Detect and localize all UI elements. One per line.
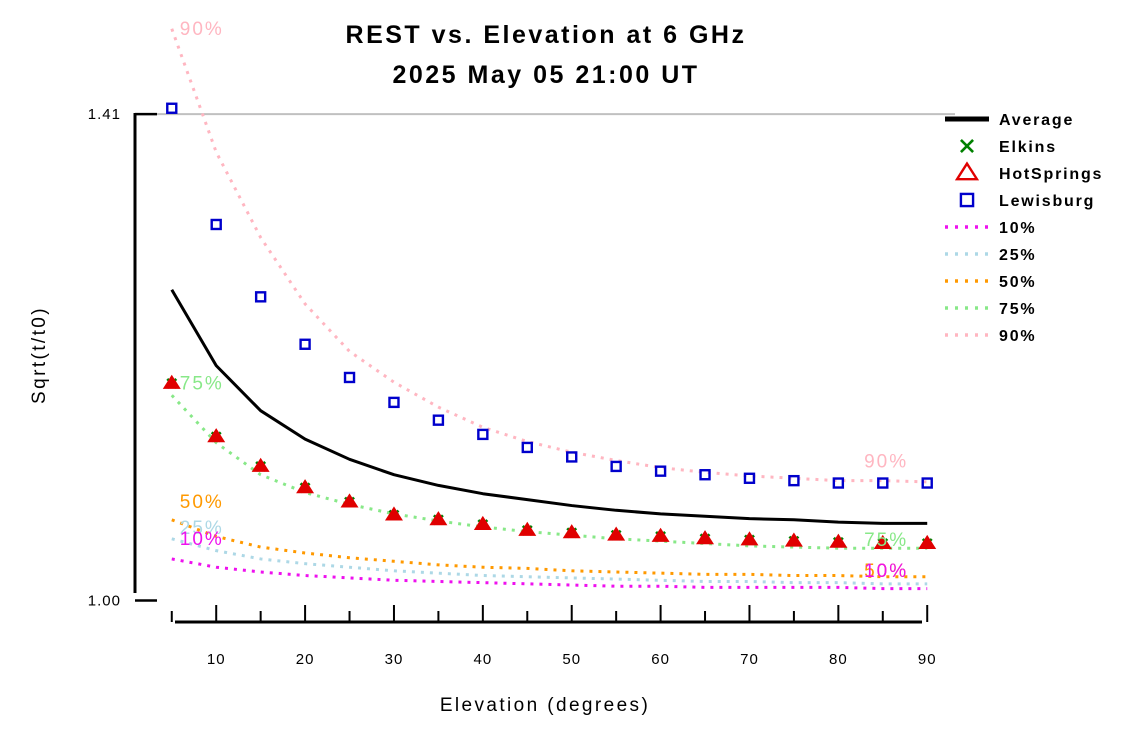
data-point-hotsprings	[429, 511, 448, 526]
data-point-lewisburg	[210, 218, 222, 231]
legend-label: HotSprings	[999, 166, 1103, 183]
data-point-lewisburg	[566, 451, 578, 463]
x-tick-label: 40	[473, 651, 492, 668]
data-point-lewisburg	[299, 338, 311, 350]
data-point-lewisburg	[654, 465, 667, 477]
data-point-lewisburg	[343, 371, 356, 384]
data-point-lewisburg	[432, 414, 445, 426]
annotation-layer: 90%75%50%25%10%90%75%50%10%	[180, 19, 908, 582]
data-point-lewisburg	[788, 474, 800, 487]
legend-label: 10%	[999, 220, 1036, 237]
data-point-lewisburg	[610, 460, 622, 473]
legend-entry-25pct: 25%	[945, 247, 1036, 264]
annotation-90pct: 90%	[864, 452, 908, 473]
series-layer	[162, 28, 937, 591]
annotation-25pct: 25%	[180, 518, 224, 539]
legend-swatch	[959, 192, 975, 208]
chart-title: REST vs. Elevation at 6 GHz	[346, 21, 747, 49]
series-line-average	[170, 288, 928, 525]
data-point-lewisburg	[699, 469, 711, 481]
x-tick-label: 30	[385, 651, 404, 668]
y-axis-label: Sqrt(t/t0)	[29, 306, 50, 404]
legend-label: 50%	[999, 274, 1036, 291]
legend-label: Average	[999, 112, 1074, 129]
data-point-lewisburg	[521, 441, 533, 454]
data-point-hotsprings	[562, 524, 581, 539]
data-point-hotsprings	[873, 534, 892, 549]
legend-swatch	[954, 161, 980, 181]
data-point-hotsprings	[651, 527, 670, 542]
data-point-hotsprings	[918, 534, 937, 549]
x-tick-label: 20	[296, 651, 315, 668]
legend-label: Elkins	[999, 139, 1057, 156]
series-line-90pct	[170, 28, 928, 484]
data-point-hotsprings	[340, 493, 359, 508]
data-point-lewisburg	[921, 477, 933, 489]
data-point-lewisburg	[254, 291, 267, 303]
x-tick-label: 90	[918, 651, 937, 668]
annotation-90pct: 90%	[180, 19, 224, 40]
x-tick-label: 70	[740, 651, 759, 668]
data-point-hotsprings	[296, 479, 315, 494]
data-point-hotsprings	[740, 531, 759, 546]
legend-entry-50pct: 50%	[945, 274, 1036, 291]
data-point-hotsprings	[473, 515, 492, 530]
data-point-hotsprings	[696, 530, 715, 545]
data-point-hotsprings	[162, 374, 181, 389]
annotation-50pct: 50%	[864, 561, 908, 582]
data-point-hotsprings	[829, 533, 848, 548]
legend-label: Lewisburg	[999, 193, 1095, 210]
data-point-lewisburg	[877, 477, 889, 489]
legend-entry-hotsprings: HotSprings	[954, 161, 1103, 183]
legend: Average Elkins HotSprings Lewisburg 10% 25% 50…	[945, 112, 1103, 345]
annotation-75pct: 75%	[180, 373, 224, 394]
legend-entry-lewisburg: Lewisburg	[959, 192, 1095, 210]
data-point-hotsprings	[251, 457, 270, 472]
y-tick-label: 1.41	[88, 106, 121, 123]
legend-entry-elkins: Elkins	[960, 139, 1057, 156]
legend-entry-90pct: 90%	[945, 328, 1036, 345]
x-tick-label: 60	[651, 651, 670, 668]
chart-subtitle: 2025 May 05 21:00 UT	[392, 61, 699, 89]
data-point-lewisburg	[388, 396, 400, 409]
series-line-25pct	[171, 537, 928, 586]
axes-layer: 1.00 1.41 10 20 30 40 50 60 70 80 90	[88, 106, 937, 668]
data-point-hotsprings	[518, 521, 537, 536]
annotation-10pct: 10%	[180, 529, 224, 550]
y-tick-label: 1.00	[88, 592, 121, 609]
data-point-lewisburg	[743, 472, 756, 484]
legend-entry-75pct: 75%	[945, 301, 1036, 318]
data-point-lewisburg	[166, 102, 178, 114]
series-line-50pct	[171, 518, 928, 579]
data-point-hotsprings	[607, 526, 626, 541]
x-tick-label: 50	[562, 651, 581, 668]
legend-label: 90%	[999, 328, 1036, 345]
annotation-75pct: 75%	[864, 530, 908, 551]
legend-swatch	[960, 139, 974, 153]
series-line-10pct	[171, 557, 928, 591]
legend-label: 75%	[999, 301, 1036, 318]
annotation-10pct: 10%	[864, 561, 908, 582]
data-point-hotsprings	[207, 428, 226, 443]
data-point-hotsprings	[784, 532, 803, 547]
legend-entry-average: Average	[945, 112, 1074, 129]
data-point-lewisburg	[832, 477, 845, 489]
x-tick-label: 10	[207, 651, 226, 668]
legend-entry-10pct: 10%	[945, 220, 1036, 237]
x-axis-label: Elevation (degrees)	[440, 695, 650, 716]
series-line-75pct	[170, 394, 928, 550]
data-point-lewisburg	[477, 428, 489, 441]
legend-label: 25%	[999, 247, 1036, 264]
x-tick-label: 80	[829, 651, 848, 668]
data-point-hotsprings	[384, 506, 403, 521]
annotation-50pct: 50%	[180, 492, 224, 513]
